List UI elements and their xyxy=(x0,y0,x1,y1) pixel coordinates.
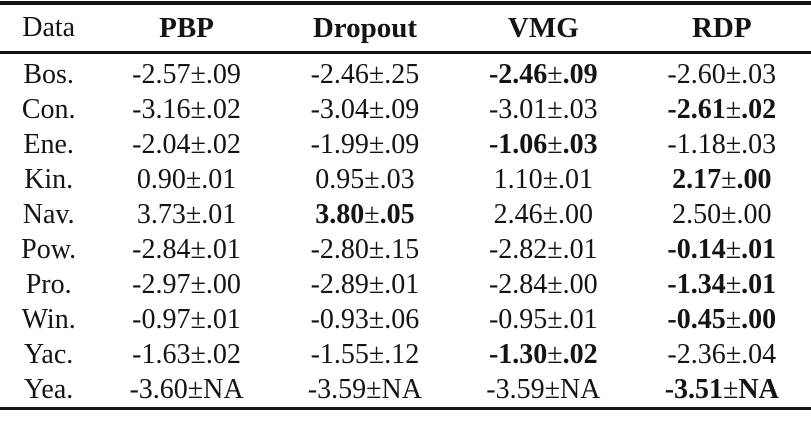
value-cell: -2.97±.00 xyxy=(132,268,241,300)
dataset-label: Kin. xyxy=(24,163,74,195)
value-cell: 1.10±.01 xyxy=(493,163,594,195)
value-cell: -2.82±.01 xyxy=(488,233,598,265)
plus-minus-glyph: ± xyxy=(721,163,737,195)
value-cell: -0.97±.01 xyxy=(132,303,241,335)
value-cell: 3.80±.05 xyxy=(315,198,415,230)
value-cell: -3.60±NA xyxy=(129,373,244,405)
dataset-label: Ene. xyxy=(23,128,74,160)
column-header-pbp: PBP xyxy=(97,3,276,54)
dataset-label: Pro. xyxy=(25,268,72,300)
plus-minus-glyph: ± xyxy=(725,233,742,265)
value-cell: 2.46±.00 xyxy=(493,198,594,230)
value-cell: -2.80±.15 xyxy=(310,233,420,265)
value-cell: -2.36±.04 xyxy=(667,338,777,370)
dataset-label: Yea. xyxy=(24,373,74,405)
value-cell: 0.95±.03 xyxy=(315,163,415,195)
table-body: Bos. -2.57±.09 -2.46±.25 -2.46±.09 -2.60±.03… xyxy=(0,53,811,409)
value-cell: -3.51±NA xyxy=(664,373,779,405)
column-header-dropout: Dropout xyxy=(275,3,455,54)
dataset-label: Nav. xyxy=(22,198,75,230)
value-cell: -2.57±.09 xyxy=(132,58,241,90)
table-row: Pow. -2.84±.01 -2.80±.15 -2.82±.01 -0.14±.01 xyxy=(0,232,811,267)
value-cell: -1.30±.02 xyxy=(488,338,598,370)
table-row: Bos. -2.57±.09 -2.46±.25 -2.46±.09 -2.60±.03 xyxy=(0,53,811,93)
value-cell: -2.89±.01 xyxy=(310,268,420,300)
dataset-label: Con. xyxy=(21,93,76,125)
value-cell: -2.04±.02 xyxy=(132,128,241,160)
value-cell: -3.59±NA xyxy=(307,373,422,405)
dataset-label: Pow. xyxy=(21,233,77,265)
table-row: Con. -3.16±.02 -3.04±.09 -3.01±.03 -2.61±.02 xyxy=(0,92,811,127)
plus-minus-glyph: ± xyxy=(725,303,742,335)
value-cell: -2.84±.01 xyxy=(132,233,241,265)
value-cell: -1.63±.02 xyxy=(132,338,241,370)
value-cell: 2.50±.00 xyxy=(672,198,772,230)
dataset-label: Win. xyxy=(21,303,76,335)
value-cell: -0.45±.00 xyxy=(667,303,777,335)
column-header-data: Data xyxy=(0,3,98,54)
value-cell: -2.60±.03 xyxy=(667,58,777,90)
value-cell: -1.55±.12 xyxy=(310,338,420,370)
value-cell: -1.34±.01 xyxy=(667,268,777,300)
table-row: Pro. -2.97±.00 -2.89±.01 -2.84±.00 -1.34±.01 xyxy=(0,267,811,302)
dataset-label: Yac. xyxy=(24,338,74,370)
value-cell: -0.14±.01 xyxy=(667,233,777,265)
value-cell: 2.17±.00 xyxy=(672,163,772,195)
plus-minus-glyph: ± xyxy=(364,198,380,230)
plus-minus-glyph: ± xyxy=(547,338,563,370)
plus-minus-glyph: ± xyxy=(725,93,742,125)
table-row: Ene. -2.04±.02 -1.99±.09 -1.06±.03 -1.18±.03 xyxy=(0,127,811,162)
plus-minus-glyph: ± xyxy=(547,58,563,90)
plus-minus-glyph: ± xyxy=(723,373,739,405)
value-cell: -2.84±.00 xyxy=(488,268,598,300)
value-cell: -3.04±.09 xyxy=(310,93,420,125)
value-cell: -3.16±.02 xyxy=(132,93,241,125)
table-row: Yac. -1.63±.02 -1.55±.12 -1.30±.02 -2.36±.04 xyxy=(0,337,811,372)
value-cell: -1.06±.03 xyxy=(488,128,598,160)
value-cell: -1.99±.09 xyxy=(310,128,420,160)
value-cell: -1.18±.03 xyxy=(667,128,777,160)
value-cell: -0.95±.01 xyxy=(488,303,598,335)
value-cell: -2.61±.02 xyxy=(667,93,777,125)
value-cell: 0.90±.01 xyxy=(136,163,237,195)
table-row: Yea. -3.60±NA -3.59±NA -3.59±NA -3.51±NA xyxy=(0,372,811,409)
value-cell: -3.59±NA xyxy=(486,373,601,405)
value-cell: -2.46±.09 xyxy=(488,58,598,90)
value-cell: -3.01±.03 xyxy=(488,93,598,125)
value-cell: -2.46±.25 xyxy=(310,58,420,90)
plus-minus-glyph: ± xyxy=(547,128,563,160)
table-row: Kin. 0.90±.01 0.95±.03 1.10±.01 2.17±.00 xyxy=(0,162,811,197)
table-row: Nav. 3.73±.01 3.80±.05 2.46±.00 2.50±.00 xyxy=(0,197,811,232)
results-table: Data PBP Dropout VMG RDP Bos. -2.57±.09 -2… xyxy=(0,1,811,410)
column-header-rdp: RDP xyxy=(632,3,811,54)
value-cell: 3.73±.01 xyxy=(136,198,237,230)
dataset-label: Bos. xyxy=(23,58,74,90)
table-row: Win. -0.97±.01 -0.93±.06 -0.95±.01 -0.45±.00 xyxy=(0,302,811,337)
header-row: Data PBP Dropout VMG RDP xyxy=(0,3,811,54)
value-cell: -0.93±.06 xyxy=(310,303,420,335)
column-header-vmg: VMG xyxy=(454,3,633,54)
plus-minus-glyph: ± xyxy=(725,268,742,300)
